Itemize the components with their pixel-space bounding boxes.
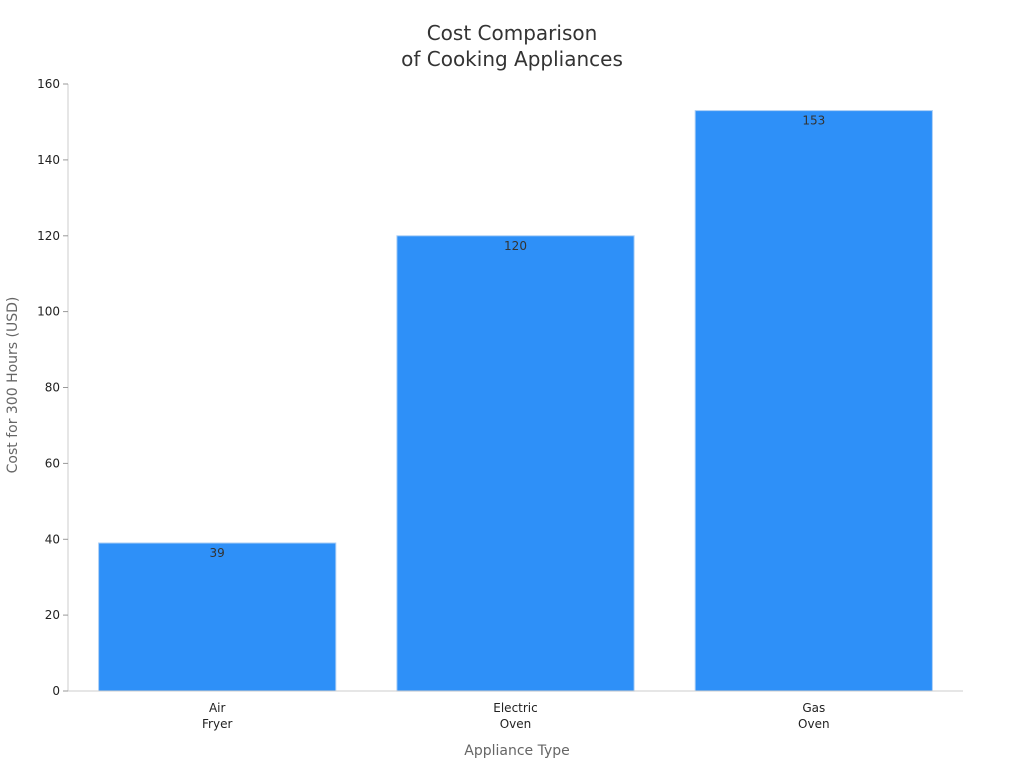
y-tick-label-0: 0: [52, 684, 60, 698]
value-labels-layer: 39 120 153: [210, 114, 826, 560]
x-axis-title: Appliance Type: [464, 743, 570, 759]
y-tick-label-6: 120: [37, 229, 60, 243]
y-tick-label-4: 80: [45, 381, 60, 395]
y-axis-title: Cost for 300 Hours (USD): [5, 297, 21, 474]
x-tick-label-1: Electric Oven: [493, 701, 537, 731]
x-tick-label-1-line-1: Oven: [500, 717, 532, 731]
y-tick-label-1: 20: [45, 608, 60, 622]
y-tick-label-8: 160: [37, 77, 60, 91]
x-tick-label-0-line-1: Fryer: [202, 717, 232, 731]
chart-title: Cost Comparison of Cooking Appliances: [401, 21, 623, 71]
bar-value-label-1: 120: [504, 239, 527, 253]
y-tick-label-5: 100: [37, 305, 60, 319]
x-axis: Air Fryer Electric Oven Gas Oven: [68, 690, 963, 731]
x-tick-label-1-line-0: Electric: [493, 701, 537, 715]
bar-0: [98, 542, 337, 692]
bar-value-label-2: 153: [802, 114, 825, 128]
y-axis: 0 20 40 60 80 100 120 140 160: [37, 77, 69, 698]
y-tick-label-3: 60: [45, 456, 60, 470]
bar-2: [694, 110, 933, 692]
bar-1: [396, 235, 635, 692]
bars-layer: [98, 110, 933, 692]
y-tick-label-2: 40: [45, 532, 60, 546]
x-tick-label-2-line-1: Oven: [798, 717, 830, 731]
x-tick-label-2: Gas Oven: [798, 701, 830, 731]
chart-title-line-1: Cost Comparison: [427, 21, 598, 45]
chart-title-line-2: of Cooking Appliances: [401, 47, 623, 71]
bar-value-label-0: 39: [210, 546, 225, 560]
x-tick-label-2-line-0: Gas: [802, 701, 825, 715]
x-tick-label-0-line-0: Air: [209, 701, 226, 715]
x-tick-label-0: Air Fryer: [202, 701, 232, 731]
y-tick-label-7: 140: [37, 153, 60, 167]
